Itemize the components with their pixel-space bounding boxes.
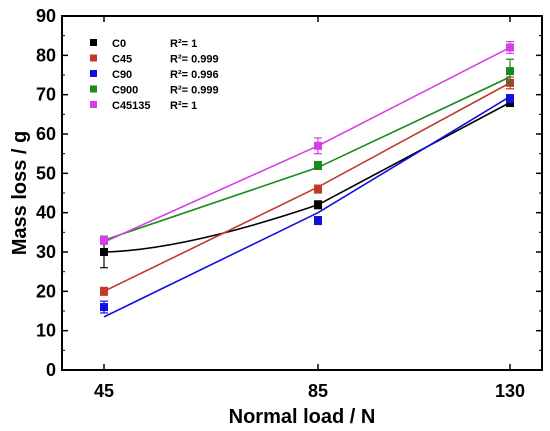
data-point — [314, 141, 322, 150]
y-tick-label: 90 — [36, 6, 56, 26]
data-point — [100, 287, 108, 296]
series-line — [103, 101, 511, 253]
y-tick-label: 80 — [36, 45, 56, 65]
series-C90 — [100, 94, 514, 318]
y-axis: 0 10 20 30 40 50 60 70 80 90 — [36, 6, 542, 380]
series-C45 — [100, 76, 514, 296]
data-point — [314, 185, 322, 194]
series-layer — [100, 40, 514, 318]
x-tick-label: 45 — [94, 381, 114, 401]
y-tick-label: 30 — [36, 242, 56, 262]
data-point — [314, 200, 322, 209]
fit-line — [103, 76, 511, 241]
data-point — [100, 303, 108, 312]
plot-frame — [61, 15, 543, 371]
legend-marker — [90, 54, 97, 62]
y-tick-label: 10 — [36, 321, 56, 341]
legend-label: C900 — [112, 85, 138, 97]
data-point — [100, 248, 108, 256]
fit-line — [103, 46, 511, 243]
y-tick-label: 40 — [36, 203, 56, 223]
legend-label: C45 — [112, 54, 132, 66]
x-tick-label: 85 — [308, 381, 328, 401]
x-axis-title: Normal load / N — [229, 406, 376, 428]
data-point — [314, 216, 322, 225]
legend-marker — [90, 39, 97, 46]
legend-label: C45135 — [112, 100, 151, 112]
legend-label: C90 — [112, 69, 132, 81]
x-axis: 45 85 130 — [94, 16, 525, 401]
series-C45135 — [100, 40, 514, 245]
legend-r2: R²= 0.999 — [170, 54, 219, 66]
y-tick-label: 20 — [36, 281, 56, 301]
legend-marker — [90, 85, 97, 93]
fit-line — [103, 95, 511, 318]
legend-label: C0 — [112, 38, 126, 50]
legend-r2: R²= 0.999 — [170, 85, 219, 97]
y-tick-label: 0 — [46, 360, 56, 380]
data-point — [506, 94, 514, 103]
data-point — [506, 67, 514, 76]
data-point — [100, 236, 108, 245]
y-tick-label: 50 — [36, 163, 56, 183]
legend: C0 R²= 1 C45 R²= 0.999 C90 R²= 0.996 C900 R²= 0… — [90, 38, 219, 112]
legend-r2: R²= 1 — [170, 38, 197, 50]
legend-marker — [90, 101, 97, 108]
x-tick-label: 130 — [495, 381, 525, 401]
legend-r2: R²= 0.996 — [170, 69, 219, 81]
y-tick-label: 60 — [36, 124, 56, 144]
fit-line — [103, 82, 511, 293]
data-point — [506, 43, 514, 52]
legend-r2: R²= 1 — [170, 100, 197, 112]
legend-marker — [90, 70, 97, 77]
series-C0 — [100, 97, 514, 269]
y-axis-title: Mass loss / g — [9, 131, 31, 256]
y-tick-label: 70 — [36, 85, 56, 105]
data-point — [314, 161, 322, 170]
